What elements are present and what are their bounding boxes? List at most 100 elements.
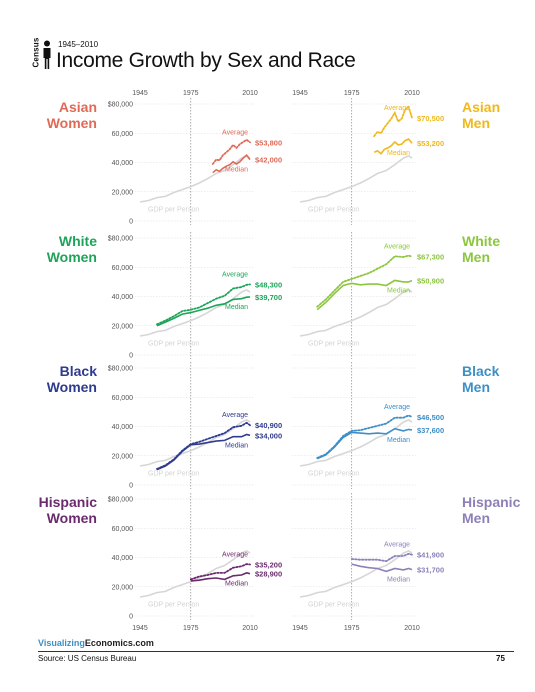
x-tick-label: 1975: [344, 625, 360, 632]
series-end-label-median: $50,900: [417, 277, 444, 286]
series-name-median: Median: [387, 288, 410, 295]
y-tick-label: 0: [129, 219, 133, 226]
series-name-average: Average: [384, 105, 410, 112]
x-tick-label: 1945: [132, 625, 148, 632]
y-tick-label: $80,000: [108, 102, 133, 109]
page-number: 75: [496, 654, 505, 663]
y-tick-label: 20,000: [112, 323, 134, 330]
panel-title-white-men-0: White: [462, 233, 500, 249]
series-end-label-median: $28,900: [255, 570, 282, 579]
series-name-median: Median: [387, 150, 410, 157]
footer-brand-part1: Visualizing: [38, 638, 85, 648]
page-title: Income Growth by Sex and Race: [56, 49, 356, 72]
series-name-median: Median: [387, 577, 410, 584]
panel-title-white-women-1: Women: [47, 249, 97, 265]
panel-title-white-men-1: Men: [462, 249, 490, 265]
series-line-median: [156, 296, 251, 327]
panel-black-women: $80,000 60,000 40,000 20,000 0 GDP per Person…: [47, 362, 282, 490]
panel-title-hispanic-men-1: Men: [462, 510, 490, 526]
x-tick-label: 2010: [242, 90, 258, 97]
panel-title-hispanic-women-0: Hispanic: [39, 494, 98, 510]
gdp-line: [139, 288, 251, 337]
panel-asian-men: 1945 1975 2010 GDP per Person $70,500 Average…: [292, 90, 500, 225]
y-tick-label: $80,000: [108, 366, 133, 373]
series-name-median: Median: [225, 167, 248, 174]
series-line-average: [211, 138, 251, 165]
gdp-label: GDP per Person: [148, 470, 199, 477]
y-tick-label: 20,000: [112, 189, 134, 196]
y-tick-label: 0: [129, 353, 133, 360]
y-tick-label: 0: [129, 614, 133, 621]
series-name-average: Average: [222, 412, 248, 419]
footer-divider: [38, 651, 514, 652]
panel-title-hispanic-women-1: Women: [47, 510, 97, 526]
series-name-median: Median: [225, 304, 248, 311]
panel-hispanic-women: $80,000 60,000 40,000 20,000 0 1945 1975 2010 GD…: [39, 493, 282, 632]
person-icon: [43, 40, 51, 69]
gdp-line: [139, 418, 251, 467]
series-line-median: [190, 572, 251, 582]
panel-black-men: GDP per Person $46,500 Average $37,600 Media…: [292, 362, 500, 489]
panel-title-asian-men-0: Asian: [462, 99, 500, 115]
panel-white-women: $80,000 60,000 40,000 20,000 0 GDP per Person…: [47, 232, 282, 360]
gdp-line: [299, 288, 413, 337]
x-tick-label: 2010: [404, 625, 420, 632]
series-end-label-median: $39,700: [255, 293, 282, 302]
gdp-line: [299, 549, 413, 598]
series-end-label-median: $37,600: [417, 426, 444, 435]
series-line-median: [212, 154, 251, 174]
series-name-average: Average: [384, 404, 410, 411]
y-tick-label: 40,000: [112, 160, 134, 167]
x-tick-label: 2010: [242, 625, 258, 632]
period-label: 1945–2010: [58, 40, 99, 49]
y-tick-label: 60,000: [112, 395, 134, 402]
x-tick-label: 1945: [132, 90, 148, 97]
y-tick-label: 20,000: [112, 453, 134, 460]
series-name-average: Average: [222, 552, 248, 559]
y-tick-label: 40,000: [112, 555, 134, 562]
panel-title-black-men-0: Black: [462, 363, 500, 379]
panel-asian-women: $80,000 60,000 40,000 20,000 0 1945 1975 2010 GD…: [47, 90, 282, 226]
series-name-median: Median: [225, 581, 248, 588]
y-tick-label: 60,000: [112, 526, 134, 533]
series-end-label-average: $48,300: [255, 280, 282, 289]
gdp-label: GDP per Person: [148, 340, 199, 347]
x-tick-label: 1945: [292, 90, 308, 97]
footer-source: Source: US Census Bureau: [38, 654, 137, 663]
x-tick-label: 1975: [183, 625, 199, 632]
series-line-median: [156, 433, 251, 471]
series-end-label-average: $40,900: [255, 421, 282, 430]
series-line-average: [189, 563, 251, 581]
gdp-line: [139, 549, 251, 598]
gdp-label: GDP per Person: [148, 206, 199, 213]
series-line-average: [316, 254, 413, 308]
footer-brand: VisualizingEconomics.com: [38, 638, 154, 648]
series-end-label-median: $53,200: [417, 139, 444, 148]
series-end-label-median: $34,000: [255, 431, 282, 440]
series-end-label-median: $31,700: [417, 566, 444, 575]
x-tick-label: 2010: [404, 90, 420, 97]
x-tick-label: 1975: [183, 90, 199, 97]
y-tick-label: 40,000: [112, 294, 134, 301]
gdp-line: [299, 154, 413, 203]
panel-hispanic-men: 1945 1975 2010 GDP per Person $41,900 Average…: [292, 493, 521, 632]
gdp-label: GDP per Person: [148, 601, 199, 608]
series-line-average: [373, 105, 413, 138]
footer-brand-part2: Economics.com: [84, 638, 154, 648]
panel-title-black-women-0: Black: [60, 363, 98, 379]
series-end-label-average: $53,800: [255, 138, 282, 147]
y-tick-label: 60,000: [112, 265, 134, 272]
series-line-median: [373, 138, 413, 155]
series-name-average: Average: [384, 244, 410, 251]
series-end-label-average: $46,500: [417, 413, 444, 422]
series-line-median: [316, 279, 413, 311]
series-end-label-median: $42,000: [255, 156, 282, 165]
gdp-label: GDP per Person: [308, 601, 359, 608]
series-line-average: [350, 552, 413, 563]
y-tick-label: $80,000: [108, 497, 133, 504]
series-name-median: Median: [225, 442, 248, 449]
y-tick-label: 60,000: [112, 131, 134, 138]
panel-title-black-men-1: Men: [462, 379, 490, 395]
